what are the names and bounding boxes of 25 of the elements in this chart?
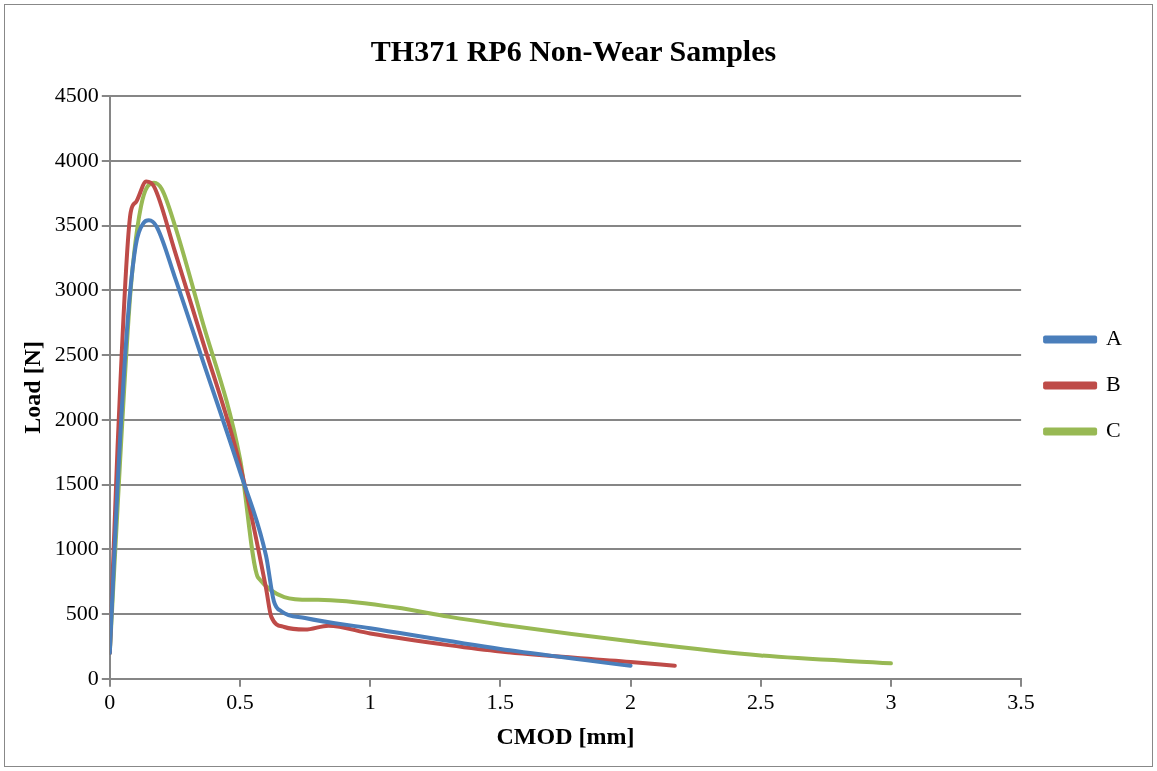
legend-label: B (1106, 371, 1121, 397)
x-axis-title: CMOD [mm] (496, 722, 635, 749)
x-tick-label: 1 (364, 688, 376, 714)
legend-label: C (1106, 417, 1121, 443)
x-tick-label: 3 (885, 688, 897, 714)
y-tick-label: 4000 (54, 146, 99, 172)
y-tick-label: 500 (65, 599, 99, 625)
y-tick-label: 4500 (54, 81, 99, 107)
y-tick-label: 1000 (54, 535, 99, 561)
legend-label: A (1106, 325, 1123, 351)
y-tick-label: 3000 (54, 276, 99, 302)
x-tick-label: 0 (104, 688, 116, 714)
x-tick-label: 2 (625, 688, 637, 714)
y-tick-label: 1500 (54, 470, 99, 496)
x-tick-label: 1.5 (486, 688, 515, 714)
line-series (109, 218, 633, 668)
x-tick-label: 0.5 (226, 688, 254, 714)
y-tick-label: 2500 (54, 340, 99, 366)
y-axis-title: Load [N] (18, 341, 45, 434)
y-tick-label: 0 (87, 664, 99, 690)
x-tick-label: 3.5 (1007, 688, 1035, 714)
chart-title: TH371 RP6 Non-Wear Samples (370, 33, 777, 67)
y-tick-label: 2000 (54, 405, 99, 431)
y-tick-label: 3500 (54, 211, 99, 237)
x-tick-label: 2.5 (746, 688, 775, 714)
